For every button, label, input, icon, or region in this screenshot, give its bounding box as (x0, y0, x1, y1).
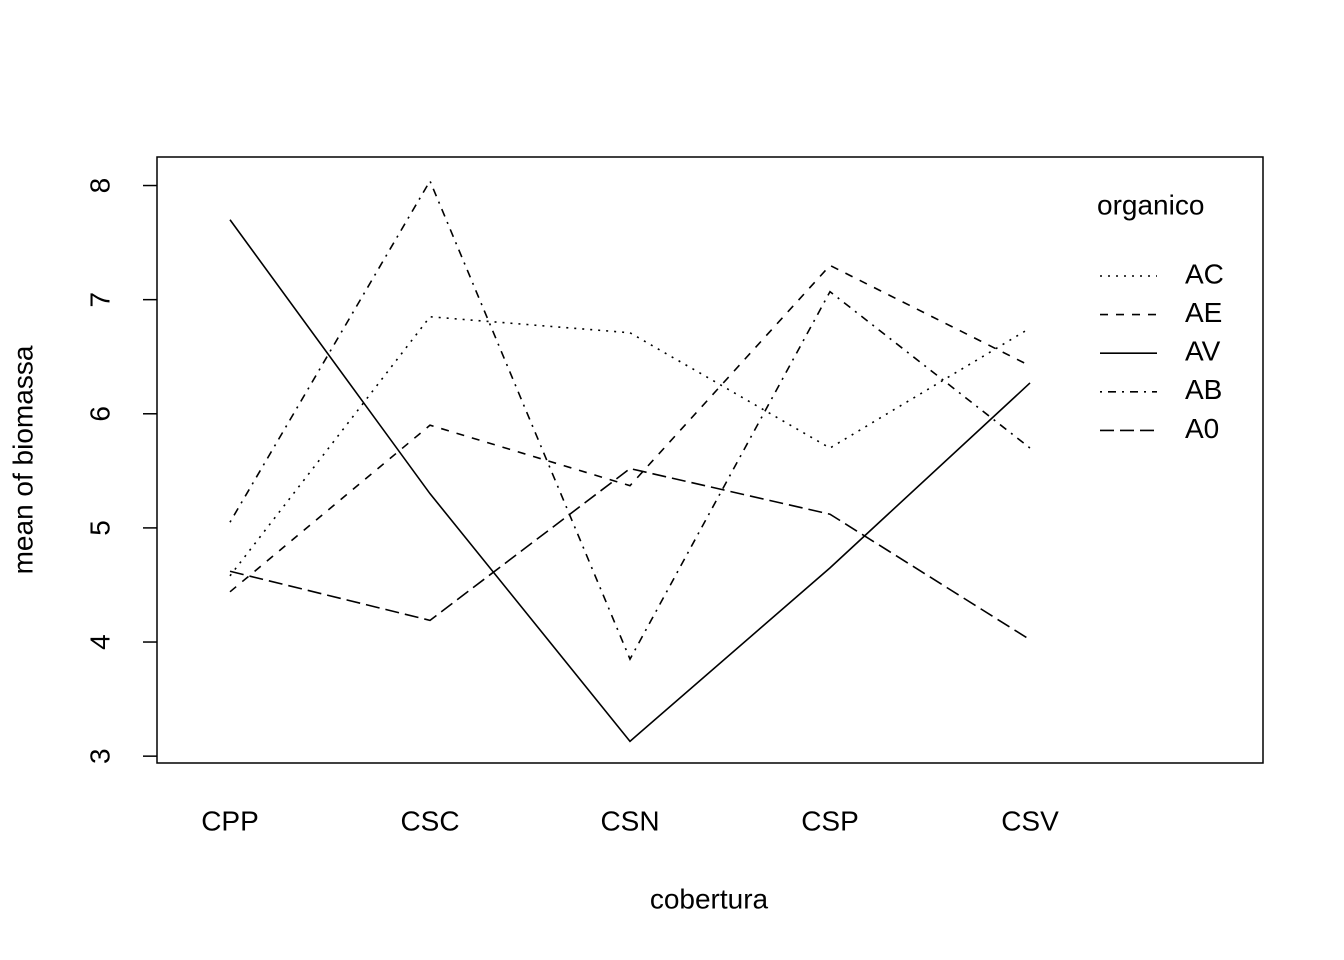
legend-label: AV (1185, 336, 1221, 367)
x-tick-label: CSN (600, 805, 659, 836)
plot-frame (156, 156, 1264, 764)
series-line (229, 315, 1031, 577)
legend-label: AB (1185, 374, 1222, 405)
series-line (229, 219, 1031, 743)
series-line (229, 179, 1031, 661)
y-tick-label: 8 (84, 178, 115, 194)
x-tick-label: CSC (400, 805, 459, 836)
series-line (229, 264, 1031, 593)
y-tick-label: 5 (84, 520, 115, 536)
legend-label: AC (1185, 258, 1224, 289)
y-tick-label: 4 (84, 634, 115, 650)
legend-title: organico (1097, 189, 1204, 220)
y-tick-label: 3 (84, 748, 115, 764)
series-line (229, 467, 1031, 641)
x-tick-label: CPP (201, 805, 259, 836)
x-tick-label: CSV (1001, 805, 1059, 836)
legend-label: A0 (1185, 413, 1219, 444)
legend-label: AE (1185, 297, 1222, 328)
y-tick-label: 7 (84, 292, 115, 308)
x-tick-label: CSP (801, 805, 859, 836)
y-tick-label: 6 (84, 406, 115, 422)
x-axis-label: cobertura (650, 883, 769, 914)
y-axis-label: mean of biomassa (7, 345, 38, 574)
